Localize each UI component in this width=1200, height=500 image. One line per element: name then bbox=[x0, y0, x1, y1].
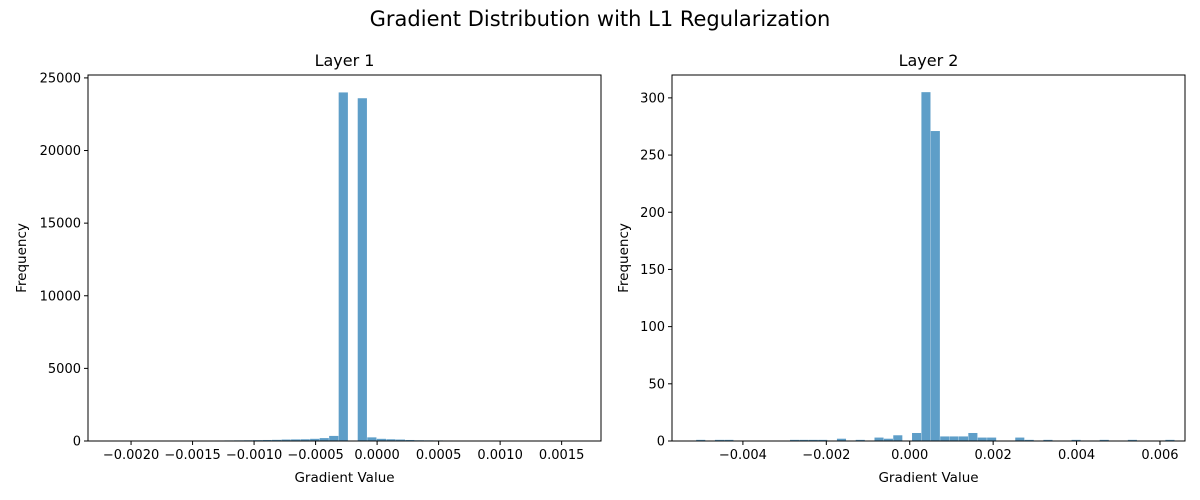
y-tick-label: 25000 bbox=[40, 71, 81, 86]
subplot-title: Layer 2 bbox=[899, 51, 959, 70]
histogram-bar bbox=[262, 439, 272, 441]
y-tick-label: 100 bbox=[640, 320, 665, 335]
histogram-bar bbox=[300, 439, 310, 441]
histogram-bar bbox=[724, 439, 734, 441]
x-tick-label: −0.0015 bbox=[164, 448, 220, 463]
subplot-title: Layer 1 bbox=[315, 51, 375, 70]
axes-frame bbox=[671, 74, 1186, 442]
histogram-bar bbox=[714, 439, 725, 441]
x-tick-label: −0.0005 bbox=[287, 448, 343, 463]
x-tick-label: 0.002 bbox=[975, 448, 1012, 463]
y-tick-label: 10000 bbox=[40, 289, 81, 304]
x-tick-label: −0.0020 bbox=[103, 448, 159, 463]
histogram-bar bbox=[855, 439, 865, 441]
histogram-bar bbox=[696, 439, 706, 441]
x-tick-label: −0.004 bbox=[719, 448, 767, 463]
histogram-bar bbox=[367, 437, 377, 441]
histogram-bar bbox=[893, 435, 903, 441]
y-tick-label: 50 bbox=[648, 377, 665, 392]
histogram-bar bbox=[930, 131, 940, 442]
histogram-bar bbox=[1071, 439, 1081, 441]
histogram-bar bbox=[1024, 439, 1034, 441]
histogram-bar bbox=[281, 439, 291, 441]
y-tick-label: 5000 bbox=[48, 362, 81, 377]
histogram-bar bbox=[395, 439, 406, 441]
x-tick-label: 0.000 bbox=[891, 448, 928, 463]
y-tick-label: 20000 bbox=[40, 144, 81, 159]
histogram-bar bbox=[940, 436, 950, 441]
histogram-bar bbox=[987, 437, 997, 441]
histogram-bar bbox=[874, 437, 884, 441]
y-tick-label: 15000 bbox=[40, 217, 81, 232]
histogram-bar bbox=[912, 432, 922, 441]
histogram-bar bbox=[386, 439, 396, 441]
y-axis-label: Frequency bbox=[14, 223, 30, 293]
y-tick-label: 150 bbox=[640, 263, 665, 278]
histogram-bar bbox=[977, 437, 987, 441]
histogram-bar bbox=[405, 439, 415, 441]
histogram-bar bbox=[1127, 439, 1137, 441]
y-axis-label: Frequency bbox=[616, 223, 632, 293]
x-tick-label: 0.006 bbox=[1141, 448, 1178, 463]
histogram-bar bbox=[376, 438, 386, 441]
histogram-bar bbox=[329, 435, 339, 441]
histogram-bar bbox=[808, 439, 818, 441]
histogram-bar bbox=[310, 438, 320, 441]
x-tick-label: 0.0000 bbox=[354, 448, 400, 463]
subplot-layer-2: −0.004 −0.002 0.000 0.002 0.004 0.006 0 50 100 15… bbox=[616, 51, 1186, 486]
x-tick-label: 0.0005 bbox=[416, 448, 462, 463]
histogram-bar bbox=[291, 439, 301, 441]
x-tick-label: −0.0010 bbox=[226, 448, 282, 463]
histogram-bar bbox=[1015, 437, 1025, 441]
histogram-bar bbox=[319, 438, 329, 441]
histogram-bar bbox=[968, 432, 978, 441]
histogram-bar bbox=[1043, 439, 1053, 441]
x-axis-label: Gradient Value bbox=[294, 470, 394, 486]
histogram-bar bbox=[1099, 439, 1109, 441]
y-tick-label: 200 bbox=[640, 206, 665, 221]
histogram-bar bbox=[790, 439, 800, 441]
subplot-layer-1: −0.0020 −0.0015 −0.0010 −0.0005 0.0000 0.0005… bbox=[14, 51, 602, 486]
x-tick-label: 0.004 bbox=[1058, 448, 1095, 463]
axes-frame bbox=[87, 74, 602, 442]
x-axis-label: Gradient Value bbox=[878, 470, 978, 486]
x-tick-label: −0.002 bbox=[802, 448, 850, 463]
histogram-bar bbox=[357, 98, 367, 442]
histogram-bar bbox=[818, 439, 828, 441]
y-tick-label: 250 bbox=[640, 149, 665, 164]
histogram-bar bbox=[1165, 439, 1175, 441]
histogram-bar bbox=[836, 438, 847, 441]
y-tick-label: 300 bbox=[640, 91, 665, 106]
figure-title: Gradient Distribution with L1 Regulariza… bbox=[370, 7, 831, 31]
histogram-bar bbox=[272, 439, 282, 441]
histogram-bar bbox=[883, 438, 893, 441]
histogram-bar bbox=[799, 439, 809, 441]
x-tick-label: 0.0010 bbox=[477, 448, 523, 463]
x-tick-label: 0.0015 bbox=[539, 448, 585, 463]
histogram-bar bbox=[949, 436, 959, 441]
histogram-bar bbox=[338, 92, 348, 442]
histogram-bar bbox=[958, 436, 969, 441]
histogram-bar bbox=[921, 92, 931, 441]
y-tick-label: 0 bbox=[73, 435, 81, 450]
y-tick-label: 0 bbox=[657, 435, 665, 450]
